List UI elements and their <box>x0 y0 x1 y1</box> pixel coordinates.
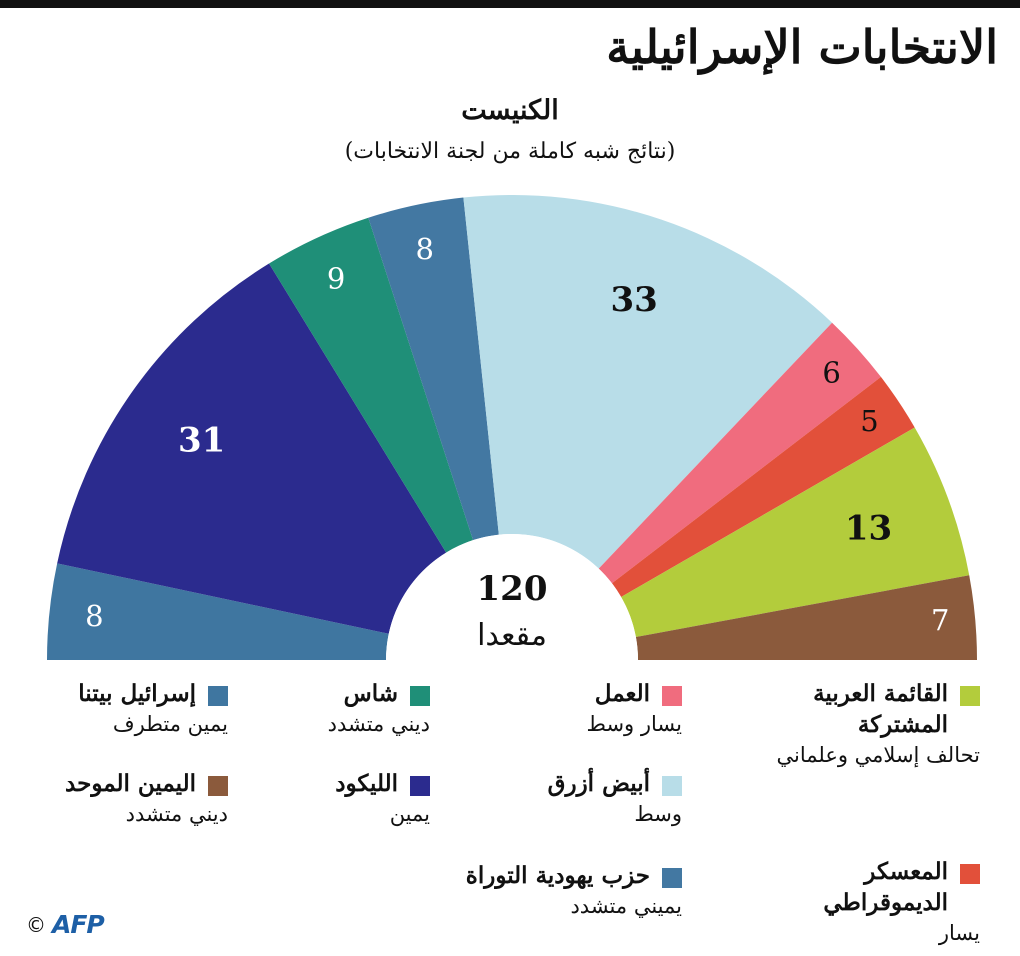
legend-item-likud: الليكود يمين <box>260 768 430 829</box>
legend-swatch <box>960 864 980 884</box>
legend-desc: يسار <box>938 921 980 946</box>
legend-item-united-right: اليمين الموحد ديني متشدد <box>38 768 228 829</box>
slice-yisrael-beiteinu <box>47 563 389 660</box>
legend-item-yisrael-beiteinu: إسرائيل بيتنا يمين متطرف <box>38 678 228 739</box>
legend-desc: ديني متشدد <box>327 712 430 737</box>
slice-label-blue-white: 33 <box>610 280 657 320</box>
legend-desc: يمين متطرف <box>112 712 228 737</box>
legend-name: أبيض أزرق <box>547 770 650 797</box>
slice-label-shas: 9 <box>327 262 345 296</box>
legend-swatch <box>208 686 228 706</box>
total-seats-unit: مقعدا <box>477 618 547 653</box>
legend-item-labor: العمل يسار وسط <box>450 678 682 739</box>
legend-name: الليكود <box>335 770 398 797</box>
legend-swatch <box>410 776 430 796</box>
slice-united-right <box>635 575 977 660</box>
slice-shas <box>269 217 474 553</box>
legend-item-blue-white: أبيض أزرق وسط <box>450 768 682 829</box>
slice-label-likud: 31 <box>178 421 225 461</box>
legend-desc: ديني متشدد <box>125 802 228 827</box>
legend-name: اليمين الموحد <box>65 770 196 797</box>
legend-desc: يسار وسط <box>586 712 682 737</box>
top-rule <box>0 0 1020 8</box>
slice-likud <box>57 263 447 634</box>
legend-item-utj: حزب يهودية التوراة يميني متشدد <box>422 860 682 921</box>
legend-swatch <box>960 686 980 706</box>
legend-name: العمل <box>594 680 650 707</box>
legend-name: المعسكر الديموقراطي <box>823 858 948 917</box>
total-seats-value: 120 <box>477 569 548 609</box>
chart-title: الكنيست <box>461 95 559 126</box>
slice-label-united-right: 7 <box>931 604 949 638</box>
chart-center: 120 مقعدا <box>477 569 548 653</box>
slice-labor <box>598 322 881 584</box>
afp-logo: AFP <box>52 910 105 939</box>
slice-label-democratic-camp: 5 <box>860 404 878 438</box>
slice-democratic-camp <box>611 376 915 597</box>
copyright-symbol: © <box>26 912 46 937</box>
chart-slices <box>47 195 977 660</box>
legend-item-democratic-camp: المعسكر الديموقراطي يسار <box>748 856 980 949</box>
slice-label-labor: 6 <box>822 355 840 389</box>
legend-swatch <box>208 776 228 796</box>
legend-name: القائمة العربية المشتركة <box>813 680 948 739</box>
legend-item-shas: شاس ديني متشدد <box>260 678 430 739</box>
legend-swatch <box>662 868 682 888</box>
legend-desc: يميني متشدد <box>570 894 682 919</box>
legend-swatch <box>410 686 430 706</box>
legend-item-joint-list: القائمة العربية المشتركة تحالف إسلامي وع… <box>748 678 980 771</box>
legend-swatch <box>662 686 682 706</box>
legend-name: حزب يهودية التوراة <box>465 862 650 889</box>
legend-name: إسرائيل بيتنا <box>78 680 196 707</box>
legend-desc: يمين <box>389 802 430 827</box>
page-title: الانتخابات الإسرائيلية <box>606 20 998 74</box>
slice-label-utj: 8 <box>415 232 433 266</box>
legend-desc: تحالف إسلامي وعلماني <box>776 743 980 768</box>
slice-joint-list <box>621 427 970 638</box>
slice-label-joint-list: 13 <box>845 508 892 548</box>
center-hole <box>386 534 638 660</box>
slice-label-yisrael-beiteinu: 8 <box>85 599 103 633</box>
legend-desc: وسط <box>634 802 682 827</box>
legend-name: شاس <box>343 680 398 707</box>
slice-utj <box>368 197 499 541</box>
credit: © AFP <box>26 910 105 939</box>
chart-subtitle: (نتائج شبه كاملة من لجنة الانتخابات) <box>344 139 676 164</box>
legend-swatch <box>662 776 682 796</box>
slice-blue-white <box>463 195 833 569</box>
chart-labels: 8 31 9 8 33 65 13 7 <box>85 232 949 637</box>
